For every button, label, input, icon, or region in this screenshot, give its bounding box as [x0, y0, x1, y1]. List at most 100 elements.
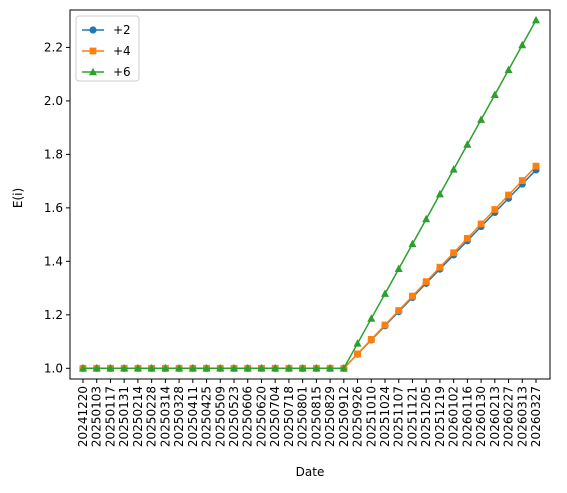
- data-point: [354, 350, 361, 358]
- legend-item: +2: [82, 23, 131, 37]
- x-tick-label: 20260116: [460, 386, 474, 447]
- data-point: [422, 278, 430, 286]
- legend-label: +2: [113, 23, 131, 37]
- y-tick-label: 1.2: [44, 308, 63, 322]
- x-tick-label: 20251024: [378, 386, 392, 447]
- data-point: [79, 364, 87, 372]
- data-point: [504, 65, 513, 74]
- data-point: [188, 364, 197, 372]
- x-tick-label: 20250912: [337, 386, 351, 447]
- data-point: [257, 364, 266, 372]
- x-tick-label: 20250801: [296, 386, 310, 447]
- data-point: [202, 364, 211, 372]
- data-point: [381, 321, 389, 329]
- x-tick-label: 20250214: [131, 386, 145, 447]
- series-1: [79, 166, 540, 372]
- data-point: [532, 15, 540, 24]
- x-tick-label: 20251219: [433, 386, 447, 447]
- data-point: [106, 364, 115, 372]
- x-tick-label: 20250103: [90, 386, 104, 447]
- data-point: [477, 220, 485, 228]
- data-point: [161, 364, 170, 372]
- x-tick-label: 20250314: [158, 386, 172, 447]
- data-point: [175, 364, 184, 372]
- x-tick-label: 20251107: [392, 386, 406, 447]
- x-tick-label: 20250704: [268, 386, 282, 447]
- y-axis-label: E(i): [11, 188, 25, 208]
- x-tick-label: 20250328: [172, 386, 186, 447]
- data-point: [395, 307, 403, 314]
- series-2: [79, 162, 540, 372]
- x-tick-label: 20241220: [76, 386, 90, 447]
- data-point: [463, 140, 472, 148]
- x-tick-label: 20260327: [529, 386, 543, 447]
- data-point: [230, 364, 238, 372]
- series-line: [83, 169, 537, 370]
- data-point: [422, 214, 431, 223]
- legend-label: +4: [113, 44, 131, 58]
- data-point: [505, 191, 512, 199]
- legend-label: +6: [113, 65, 131, 79]
- x-tick-label: 20250411: [186, 386, 200, 447]
- data-point: [339, 364, 348, 372]
- data-point: [394, 264, 403, 273]
- legend-item: +6: [82, 65, 131, 79]
- x-axis-label: Date: [296, 465, 325, 479]
- x-tick-label: 20251121: [405, 386, 419, 447]
- data-point: [120, 364, 129, 372]
- y-tick-label: 1.4: [44, 254, 63, 268]
- data-point: [243, 364, 252, 372]
- data-point: [435, 189, 444, 198]
- x-tick-label: 20250815: [309, 386, 323, 447]
- x-tick-label: 20250718: [282, 386, 296, 447]
- legend: +2 +4 +6: [75, 15, 140, 82]
- x-tick-label: 20250926: [351, 386, 365, 447]
- data-point: [491, 206, 499, 213]
- x-tick-label: 20250829: [323, 386, 337, 447]
- data-point: [450, 249, 458, 257]
- legend-marker: [89, 26, 97, 34]
- series-3: [79, 15, 540, 372]
- data-point: [367, 314, 376, 322]
- legend-marker: [89, 67, 97, 76]
- data-point: [147, 364, 156, 372]
- data-point: [518, 40, 527, 49]
- x-tick-label: 20260313: [515, 386, 529, 447]
- y-tick-label: 1.8: [44, 147, 63, 161]
- x-tick-label: 20250131: [117, 386, 131, 447]
- data-point: [518, 177, 526, 184]
- x-tick-label: 20250606: [241, 386, 255, 447]
- legend-item: +4: [82, 44, 131, 58]
- data-point: [353, 339, 362, 347]
- series-line: [83, 165, 537, 370]
- y-tick-label: 1.0: [44, 361, 63, 375]
- series-line: [83, 19, 537, 370]
- data-point: [92, 364, 101, 372]
- data-point: [298, 364, 307, 372]
- data-point: [326, 364, 335, 372]
- x-tick-label: 20260213: [488, 386, 502, 447]
- data-point: [271, 364, 280, 372]
- data-point: [408, 239, 417, 248]
- data-point: [284, 364, 293, 372]
- x-tick-label: 20260130: [474, 386, 488, 447]
- data-point: [477, 115, 486, 123]
- y-tick-label: 2.2: [44, 40, 63, 54]
- data-point: [367, 336, 375, 343]
- data-point: [436, 263, 444, 271]
- x-tick-label: 20251205: [419, 386, 433, 447]
- data-point: [490, 90, 499, 98]
- y-tick-label: 1.6: [44, 201, 63, 215]
- x-tick-label: 20251010: [364, 386, 378, 447]
- x-tick-label: 20250117: [103, 386, 117, 447]
- x-tick-label: 20260102: [447, 386, 461, 447]
- data-point: [216, 364, 225, 372]
- x-tick-label: 20260227: [502, 386, 516, 447]
- legend-marker: [89, 47, 97, 55]
- data-point: [532, 162, 540, 170]
- x-tick-label: 20250509: [213, 386, 227, 447]
- data-point: [409, 292, 416, 300]
- data-point: [312, 364, 321, 372]
